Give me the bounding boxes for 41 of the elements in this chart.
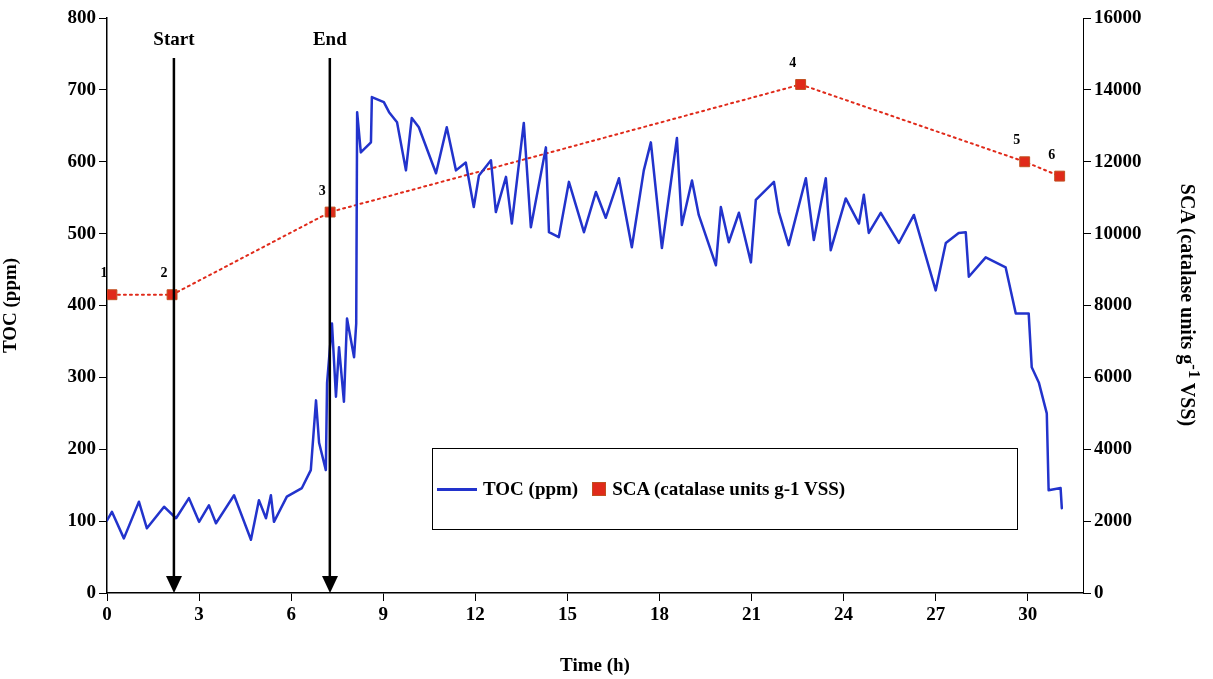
- ref-line-label: End: [312, 28, 348, 50]
- x-tick-label: 0: [102, 603, 112, 625]
- y-tick-label: 200: [67, 437, 96, 459]
- y2-tick-label: 14000: [1094, 77, 1142, 99]
- annotation: 6: [1048, 146, 1056, 162]
- annotation: 4: [789, 55, 797, 71]
- y2-tick-label: 12000: [1094, 149, 1142, 171]
- y-tick-label: 300: [67, 365, 96, 387]
- x-tick-label: 21: [742, 603, 762, 625]
- x-tick-label: 12: [465, 603, 485, 625]
- annotation: 2: [160, 265, 168, 281]
- x-tick-label: 30: [1018, 603, 1038, 625]
- x-tick-label: 18: [649, 603, 669, 625]
- y2-tick-label: 8000: [1094, 293, 1132, 315]
- y-tick-label: 0: [86, 580, 96, 602]
- y2-tick-label: 10000: [1094, 221, 1142, 243]
- annotation: 5: [1013, 132, 1021, 148]
- y2-tick-label: 4000: [1094, 437, 1132, 459]
- x-tick-label: 27: [926, 603, 946, 625]
- annotation: 1: [100, 265, 108, 281]
- y-tick-label: 400: [67, 293, 96, 315]
- y2-tick-label: 6000: [1094, 365, 1132, 387]
- y2-tick-label: 2000: [1094, 509, 1132, 531]
- x-axis-title: Time (h): [560, 653, 630, 676]
- legend-label: TOC (ppm): [483, 478, 579, 500]
- annotation: 3: [318, 182, 326, 198]
- x-tick-label: 3: [194, 603, 204, 625]
- y2-tick-label: 16000: [1094, 5, 1142, 27]
- y-tick-label: 800: [67, 5, 96, 27]
- y-axis-title: TOC (ppm): [0, 257, 22, 354]
- x-tick-label: 6: [286, 603, 296, 625]
- x-tick-label: 15: [557, 603, 577, 625]
- y-tick-label: 500: [67, 221, 96, 243]
- ref-line-label: Start: [153, 28, 196, 50]
- x-tick-label: 9: [378, 603, 388, 625]
- legend-label: SCA (catalase units g-1 VSS): [612, 478, 846, 500]
- x-tick-label: 24: [834, 603, 854, 625]
- y-tick-label: 700: [67, 77, 96, 99]
- y2-tick-label: 0: [1094, 580, 1104, 602]
- y-tick-label: 100: [67, 509, 96, 531]
- y-tick-label: 600: [67, 149, 96, 171]
